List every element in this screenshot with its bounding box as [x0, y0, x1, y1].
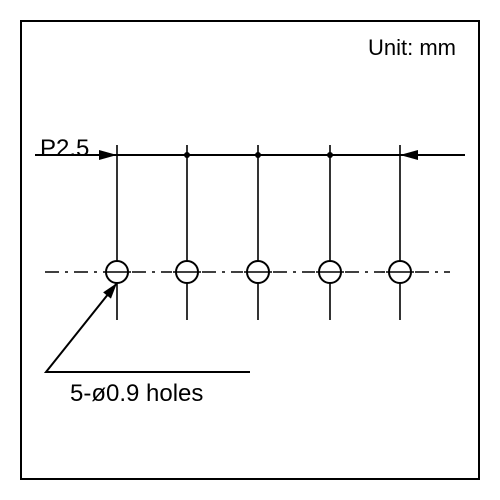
- arrowhead-icon: [400, 150, 418, 160]
- leader-line: [46, 283, 250, 372]
- drawing-geometry: [0, 0, 500, 500]
- arrowhead-icon: [99, 150, 117, 160]
